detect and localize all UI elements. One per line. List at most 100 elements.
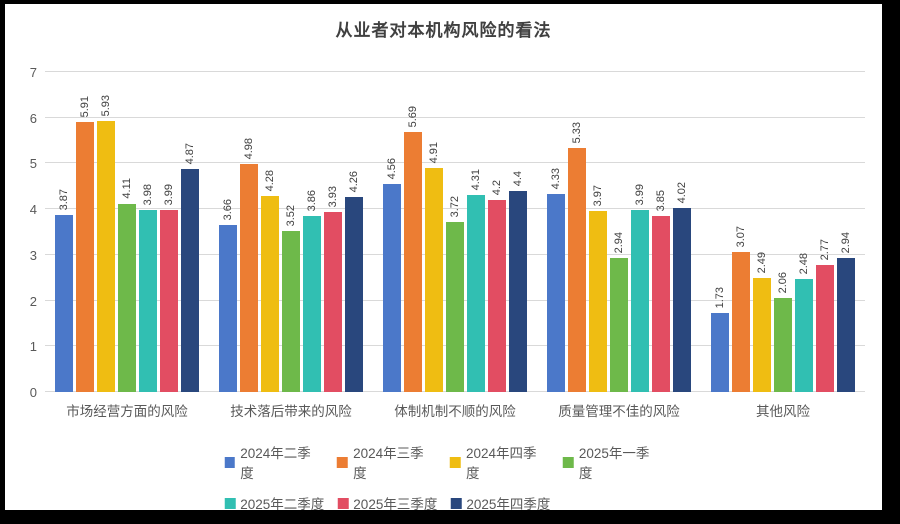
bar-value-label: 2.94 (613, 231, 625, 253)
bar-value-label: 2.06 (777, 271, 789, 293)
bar-value-label: 3.86 (306, 189, 318, 211)
bar-slot: 4.11 (118, 72, 136, 392)
category-label: 体制机制不顺的风险 (394, 404, 516, 419)
legend-item: 2024年二季度 (224, 442, 324, 482)
bar-slot: 5.33 (568, 72, 586, 392)
legend-swatch-icon (224, 497, 236, 509)
bar-slot: 3.93 (324, 72, 342, 392)
bar-slot: 3.99 (160, 72, 178, 392)
bar (139, 210, 157, 392)
y-axis-tick-label: 0 (29, 385, 37, 400)
category-label: 技术落后带来的风险 (230, 404, 352, 419)
y-axis-tick-label: 6 (29, 110, 37, 126)
bar-slot: 4.26 (345, 72, 363, 392)
bar (76, 122, 94, 392)
bar (303, 216, 321, 392)
bar-value-label: 3.52 (285, 204, 297, 226)
gridline-y4 (45, 208, 865, 210)
legend-swatch-icon (337, 456, 349, 468)
bar-slot: 2.94 (837, 72, 855, 392)
y-axis-tick-label: 7 (29, 65, 37, 80)
legend-swatch-icon (337, 497, 349, 509)
bar-value-label: 3.93 (327, 185, 339, 207)
gridline-y6 (45, 116, 865, 118)
bar-value-label: 1.73 (714, 286, 726, 308)
category-label: 其他风险 (756, 404, 810, 419)
bar (240, 164, 258, 392)
bar-slot: 2.49 (753, 72, 771, 392)
bar-value-label: 3.99 (163, 183, 175, 205)
bar-slot: 2.48 (795, 72, 813, 392)
bar-group: 3.66 4.98 4.28 3.52 3.86 3.93 4.26 (209, 72, 373, 392)
bar (711, 313, 729, 392)
y-axis-tick-label: 5 (29, 156, 37, 172)
bar-value-label: 4.33 (550, 167, 562, 189)
bar-value-label: 4.4 (512, 170, 524, 186)
bar-slot: 4.33 (547, 72, 565, 392)
bar-value-label: 4.28 (264, 169, 276, 191)
bar (547, 194, 565, 392)
bar (160, 210, 178, 392)
y-axis-tick-label: 3 (29, 247, 37, 263)
bar-value-label: 2.49 (756, 251, 768, 273)
gridline-y7 (45, 71, 865, 72)
bar-slot: 3.86 (303, 72, 321, 392)
bar (282, 231, 300, 392)
bar (488, 200, 506, 392)
bar-slot: 3.99 (631, 72, 649, 392)
bar-value-label: 2.48 (798, 252, 810, 274)
legend-item: 2025年二季度 (224, 493, 324, 510)
bar (589, 211, 607, 392)
bar-slot: 3.85 (652, 72, 670, 392)
legend-label: 2025年三季度 (353, 497, 438, 510)
bar-slot: 3.72 (446, 72, 464, 392)
bar (467, 195, 485, 392)
bar-value-label: 2.77 (819, 238, 831, 260)
category-label: 质量管理不佳的风险 (558, 404, 680, 419)
bar (97, 121, 115, 392)
legend-row: 2025年二季度 2025年三季度 2025年四季度 (224, 493, 663, 510)
legend-swatch-icon (224, 456, 236, 468)
bar (118, 204, 136, 392)
bar-slot: 5.93 (97, 72, 115, 392)
bar-slot: 4.56 (383, 72, 401, 392)
plot-area: 0 1 2 3 4 5 6 7 3.87 5.91 5.93 4.11 3.98 3.99 4.87 3.66… (30, 65, 865, 400)
bar (261, 196, 279, 392)
bar (509, 191, 527, 392)
bar-value-label: 5.33 (571, 121, 583, 143)
legend-item: 2024年四季度 (450, 442, 550, 482)
bar-value-label: 4.87 (184, 142, 196, 164)
bar (568, 148, 586, 392)
bar-group: 3.87 5.91 5.93 4.11 3.98 3.99 4.87 (45, 72, 209, 392)
bar-slot: 4.31 (467, 72, 485, 392)
chart-title: 从业者对本机构风险的看法 (335, 21, 552, 40)
bar-value-label: 5.93 (100, 94, 112, 116)
bar (652, 216, 670, 392)
bar-value-label: 4.56 (386, 157, 398, 179)
bar-value-label: 4.2 (491, 179, 503, 195)
bar-value-label: 5.91 (79, 95, 91, 117)
bar-slot: 3.87 (55, 72, 73, 392)
legend-swatch-icon (562, 456, 574, 468)
bar-slot: 4.02 (673, 72, 691, 392)
bar-value-label: 2.94 (840, 231, 852, 253)
bar-value-label: 3.97 (592, 184, 604, 206)
bar-value-label: 4.98 (243, 137, 255, 159)
bar-slot: 1.73 (711, 72, 729, 392)
bar-value-label: 3.72 (449, 195, 461, 217)
bar (795, 279, 813, 392)
bar (324, 212, 342, 392)
bar-slot: 4.91 (425, 72, 443, 392)
bar (774, 298, 792, 392)
y-axis-tick-label: 2 (29, 293, 37, 309)
bar (837, 258, 855, 392)
bar-value-label: 4.02 (676, 181, 688, 203)
bar-value-label: 5.69 (407, 105, 419, 127)
bar-value-label: 4.11 (121, 178, 133, 199)
bar-slot: 4.87 (181, 72, 199, 392)
legend-swatch-icon (450, 497, 462, 509)
bar (383, 184, 401, 392)
legend-item: 2025年三季度 (337, 493, 437, 510)
bar-value-label: 4.91 (428, 141, 440, 163)
